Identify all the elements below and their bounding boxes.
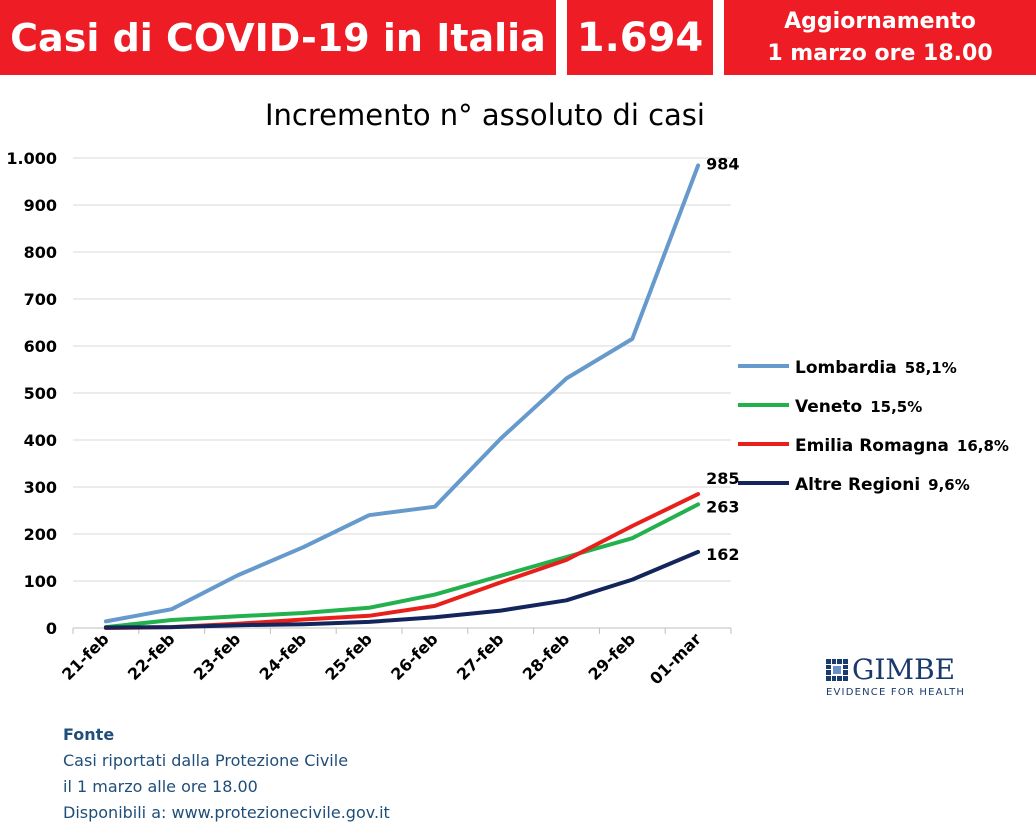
legend-entry: Veneto 15,5% bbox=[795, 397, 922, 417]
chart-gridlines bbox=[73, 157, 731, 582]
source-line-3: Disponibili a: www.protezionecivile.gov.… bbox=[63, 803, 390, 822]
legend-pct: 9,6% bbox=[928, 476, 970, 494]
end-label: 984 bbox=[706, 155, 739, 174]
legend-entry: Emilia Romagna 16,8% bbox=[795, 436, 1009, 456]
gimbe-logo: GIMBE EVIDENCE FOR HEALTH bbox=[826, 655, 986, 698]
legend-entry: Altre Regioni 9,6% bbox=[795, 475, 970, 495]
series-line-2 bbox=[103, 492, 701, 630]
line-chart: Incremento n° assoluto di casi 0 100 200 30… bbox=[6, 98, 1009, 688]
legend-name: Altre Regioni bbox=[795, 475, 920, 495]
page-title: Casi di COVID-19 in Italia bbox=[10, 15, 546, 60]
header-title-banner: Casi di COVID-19 in Italia bbox=[0, 0, 556, 75]
y-tick-label: 100 bbox=[24, 572, 57, 591]
legend-pct: 16,8% bbox=[957, 437, 1009, 455]
x-tick-label: 22-feb bbox=[124, 629, 179, 684]
y-tick-label: 300 bbox=[24, 478, 57, 497]
gimbe-grid-icon bbox=[826, 659, 848, 681]
legend-entry: Lombardia 58,1% bbox=[795, 358, 957, 378]
y-axis: 0 100 200 300 400 500 600 700 800 900 1.000 bbox=[6, 149, 57, 638]
y-tick-label: 900 bbox=[24, 196, 57, 215]
y-tick-label: 400 bbox=[24, 431, 57, 450]
chart-title: Incremento n° assoluto di casi bbox=[265, 98, 705, 132]
source-line-1: Casi riportati dalla Protezione Civile bbox=[63, 751, 349, 770]
y-tick-label: 700 bbox=[24, 290, 57, 309]
source-line-2: il 1 marzo alle ore 18.00 bbox=[63, 777, 258, 796]
y-tick-label: 200 bbox=[24, 525, 57, 544]
series-line-3 bbox=[103, 549, 701, 630]
legend-pct: 15,5% bbox=[870, 398, 922, 416]
y-tick-label: 800 bbox=[24, 243, 57, 262]
x-tick-label: 25-feb bbox=[321, 629, 376, 684]
end-label: 263 bbox=[706, 497, 739, 516]
x-tick-label: 26-feb bbox=[387, 629, 442, 684]
legend-name: Emilia Romagna bbox=[795, 436, 949, 456]
y-tick-label: 1.000 bbox=[6, 149, 57, 168]
logo-name: GIMBE bbox=[852, 653, 956, 686]
x-tick-label: 23-feb bbox=[190, 629, 245, 684]
end-labels: 984 263 285 162 bbox=[706, 155, 739, 564]
series-line-0 bbox=[103, 163, 701, 624]
legend-name: Lombardia bbox=[795, 358, 897, 378]
series-line-1 bbox=[103, 502, 701, 630]
x-tick-label: 28-feb bbox=[519, 629, 574, 684]
update-label: Aggiornamento bbox=[784, 8, 976, 34]
y-tick-label: 600 bbox=[24, 337, 57, 356]
chart-legend: Lombardia 58,1% Veneto 15,5% Emilia Romagna 1… bbox=[738, 358, 1009, 495]
update-banner: Aggiornamento 1 marzo ore 18.00 bbox=[724, 0, 1036, 75]
total-cases-value: 1.694 bbox=[576, 14, 704, 61]
total-cases-banner: 1.694 bbox=[567, 0, 713, 75]
legend-name: Veneto bbox=[795, 397, 862, 417]
update-date: 1 marzo ore 18.00 bbox=[767, 40, 993, 66]
chart-series bbox=[103, 163, 701, 630]
x-axis: 21-feb 22-feb 23-feb 24-feb 25-feb 26-feb 27-f… bbox=[58, 627, 732, 688]
legend-pct: 58,1% bbox=[905, 359, 957, 377]
y-tick-label: 0 bbox=[46, 619, 57, 638]
y-tick-label: 500 bbox=[24, 384, 57, 403]
end-label: 162 bbox=[706, 545, 739, 564]
x-tick-label: 27-feb bbox=[453, 629, 508, 684]
logo-tagline: EVIDENCE FOR HEALTH bbox=[826, 687, 966, 698]
x-tick-label: 21-feb bbox=[58, 629, 113, 684]
x-tick-label: 29-feb bbox=[585, 629, 640, 684]
x-tick-label: 01-mar bbox=[646, 629, 705, 688]
end-label: 285 bbox=[706, 469, 739, 488]
source-heading: Fonte bbox=[63, 725, 115, 744]
source-note: Fonte Casi riportati dalla Protezione Ci… bbox=[63, 722, 390, 826]
x-tick-label: 24-feb bbox=[256, 629, 311, 684]
